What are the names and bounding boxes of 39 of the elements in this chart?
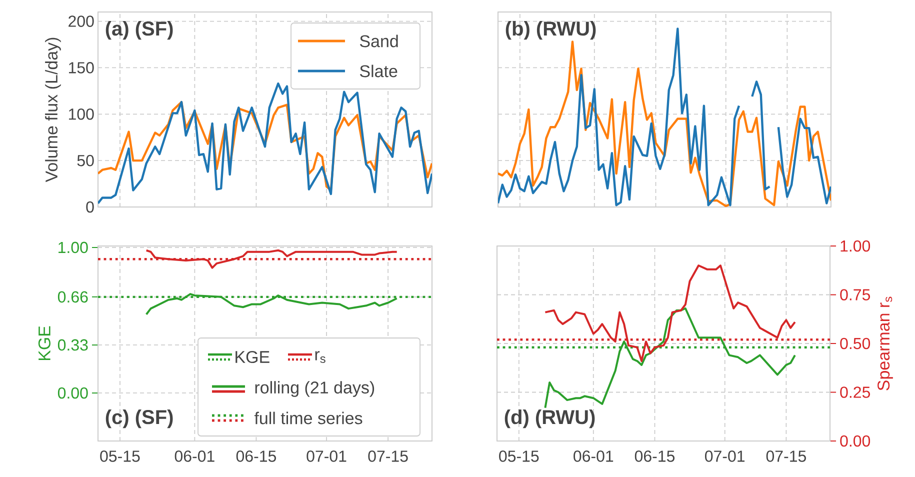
annotation: full time series <box>254 412 362 424</box>
y2-tick-label: 0.00 <box>840 435 870 447</box>
y2-tick-label: 0.25 <box>840 386 870 398</box>
x-tick-label: 07-01 <box>705 450 745 462</box>
line-series <box>98 82 432 204</box>
y2-tick-label: 0.50 <box>840 338 870 350</box>
y-tick-label: 0.66 <box>58 291 88 303</box>
y-axis-title: Volume flux (L/day) <box>45 38 61 182</box>
line-series <box>98 100 432 192</box>
legend-label: KGE <box>236 350 270 364</box>
x-tick-label: 06-15 <box>634 450 675 462</box>
y-tick-label: 150 <box>68 62 94 74</box>
x-tick-label: 06-15 <box>236 450 276 462</box>
text: (c) (SF) <box>106 409 173 428</box>
text: (d) (RWU) <box>504 409 595 428</box>
x-tick-label: 05-15 <box>499 450 539 462</box>
chart-title: (b) (RWU) <box>506 20 596 40</box>
y-tick-label: 200 <box>68 16 94 27</box>
annotation: rolling (21 days) <box>255 381 374 397</box>
legend-label: Slate <box>360 64 398 78</box>
y-tick-label: 50 <box>77 154 94 166</box>
y-tick-label: 100 <box>68 108 94 120</box>
y2-axis-title: Spearman r$_{s}$ <box>878 296 893 390</box>
x-tick-label: 07-01 <box>306 450 346 462</box>
x-tick-label: 07-15 <box>368 450 408 462</box>
x-tick-label: 06-01 <box>174 450 214 462</box>
x-tick-label: 05-15 <box>100 450 140 462</box>
y2-tick-label: 1.00 <box>840 240 870 252</box>
y-tick-label: 1.00 <box>58 242 88 254</box>
y-tick-label: 0.00 <box>58 387 88 399</box>
x-tick-label: 06-01 <box>574 450 614 462</box>
legend-label: r$_{s}$ <box>315 351 326 363</box>
y2-tick-label: 0.75 <box>840 289 870 300</box>
x-tick-label: 07-15 <box>766 450 806 462</box>
y-tick-label: 0 <box>86 201 94 213</box>
chart-title: (a) (SF) <box>106 20 173 40</box>
legend-label: Sand <box>360 34 398 48</box>
y-axis-title: KGE <box>38 326 50 360</box>
y-tick-label: 0.33 <box>58 339 88 351</box>
